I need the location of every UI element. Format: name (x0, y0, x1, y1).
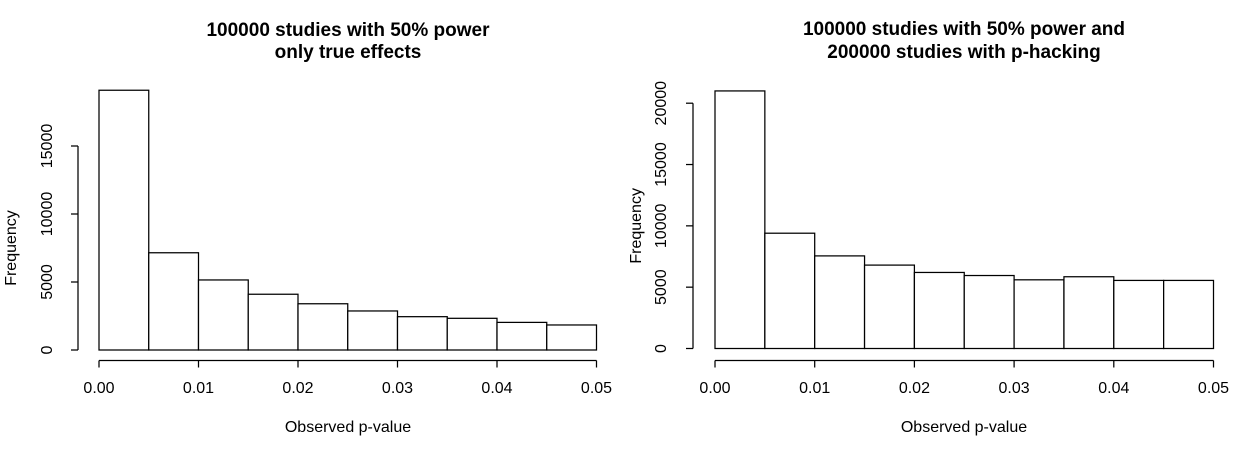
histogram-bar (963, 274, 1015, 350)
histogram-bar (297, 303, 349, 351)
x-tick-label: 0.00 (699, 380, 730, 397)
histogram-bar (714, 90, 766, 350)
x-axis-title: Observed p-value (285, 419, 411, 436)
x-tick-label: 0.04 (481, 380, 512, 397)
x-tick-label: 0.03 (382, 380, 413, 397)
histogram-bar (913, 271, 965, 350)
histogram-bar (1063, 276, 1115, 350)
y-tick-label: 15000 (39, 124, 56, 169)
y-tick-label: 10000 (39, 192, 56, 237)
x-tick-label: 0.01 (799, 380, 830, 397)
histogram-bar (98, 89, 150, 351)
chart-title-line: 100000 studies with 50% power (206, 20, 490, 41)
histogram-bar (1163, 279, 1215, 350)
x-tick-label: 0.00 (83, 380, 114, 397)
y-tick-label: 0 (653, 344, 670, 353)
x-tick-label: 0.04 (1098, 380, 1129, 397)
histogram-bar (546, 324, 598, 351)
histogram-bar (814, 255, 866, 350)
histogram-bar (247, 293, 299, 351)
x-tick-label: 0.05 (1198, 380, 1229, 397)
chart-title-line: only true effects (275, 42, 422, 63)
x-tick-label: 0.02 (899, 380, 930, 397)
histogram-bar (863, 264, 916, 350)
histogram-panel-1: 0 5000 10000 15000 0.00 0.01 0.02 0.03 0.04 0.05 1… (3, 20, 612, 436)
histogram-bar (197, 279, 249, 351)
histogram-bar (496, 321, 548, 351)
chart-title-line: 200000 studies with p-hacking (827, 42, 1100, 63)
y-tick-label: 5000 (39, 264, 56, 300)
y-tick-label: 20000 (653, 81, 670, 126)
histogram-bar (1013, 279, 1065, 350)
y-axis-title: Frequency (628, 188, 645, 264)
histogram-bar (764, 232, 816, 350)
histogram-panel-2: 0 5000 10000 15000 20000 0.00 0.01 0.02 0.03 0.04… (628, 19, 1229, 436)
y-tick-label: 0 (39, 345, 56, 354)
y-tick-label: 15000 (653, 142, 670, 187)
histogram-bar (347, 310, 399, 351)
x-axis-title: Observed p-value (901, 419, 1027, 436)
y-tick-label: 5000 (653, 269, 670, 305)
x-tick-label: 0.01 (183, 380, 214, 397)
chart-title-line: 100000 studies with 50% power and (803, 19, 1125, 40)
y-tick-label: 10000 (653, 204, 670, 249)
x-tick-label: 0.03 (999, 380, 1030, 397)
histogram-bar (396, 316, 448, 351)
y-axis-title: Frequency (3, 210, 20, 286)
x-tick-label: 0.02 (282, 380, 313, 397)
histogram-bar (1113, 279, 1165, 350)
x-tick-label: 0.05 (581, 380, 612, 397)
histogram-bar (446, 317, 498, 351)
histogram-bar (148, 252, 200, 351)
